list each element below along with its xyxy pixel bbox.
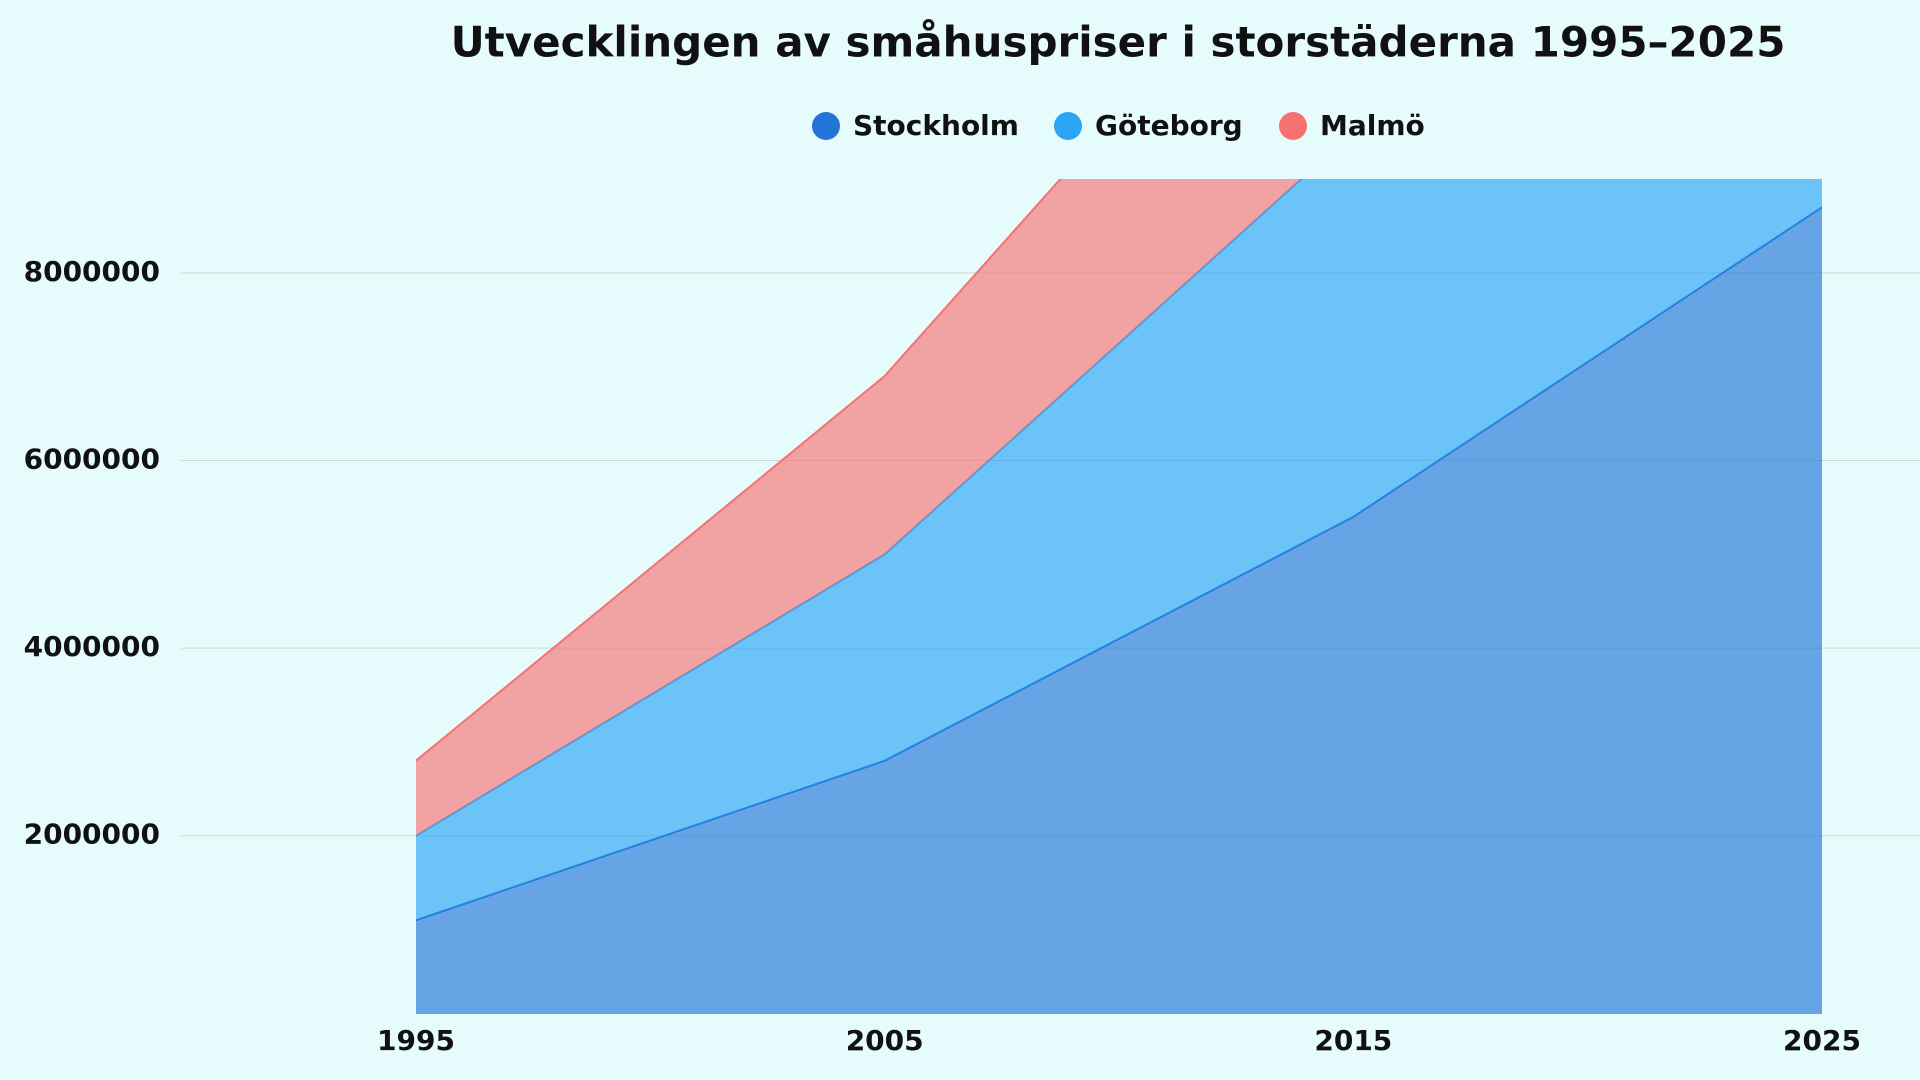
y-tick-label: 6000000 xyxy=(24,442,160,475)
y-tick-label: 8000000 xyxy=(24,255,160,288)
area xyxy=(416,207,1822,1014)
chart-title: Utvecklingen av småhuspriser i storstäde… xyxy=(451,18,1786,67)
area xyxy=(416,179,1822,921)
legend-marker xyxy=(812,112,840,140)
area xyxy=(416,179,1302,836)
legend-label: Malmö xyxy=(1320,109,1425,142)
legend-label: Stockholm xyxy=(853,109,1019,142)
x-tick-label: 2005 xyxy=(846,1024,924,1057)
legend-label: Göteborg xyxy=(1095,109,1243,142)
y-tick-label: 4000000 xyxy=(24,630,160,663)
legend-marker xyxy=(1054,112,1082,140)
x-tick-label: 1995 xyxy=(377,1024,455,1057)
area-line xyxy=(416,179,1062,762)
x-tick-label: 2015 xyxy=(1314,1024,1392,1057)
y-tick-label: 2000000 xyxy=(24,818,160,851)
legend-marker xyxy=(1279,112,1307,140)
x-tick-label: 2025 xyxy=(1783,1024,1861,1057)
